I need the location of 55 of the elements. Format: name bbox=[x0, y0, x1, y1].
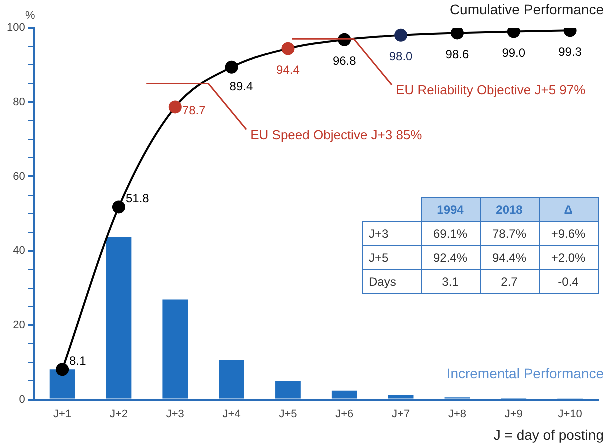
x-tick-label: J+4 bbox=[222, 408, 241, 420]
annotation: +2.0% bbox=[539, 246, 598, 270]
data-label: 89.4 bbox=[230, 80, 254, 94]
point bbox=[168, 100, 182, 114]
annotation: 94.4% bbox=[480, 246, 539, 270]
data-label: 99.0 bbox=[502, 46, 526, 60]
y-tick-label: 60 bbox=[13, 170, 26, 183]
x-tick-label: J+3 bbox=[166, 408, 184, 420]
x-tick-label: J+1 bbox=[54, 408, 72, 420]
point bbox=[507, 28, 520, 38]
x-axis-title: J = day of posting bbox=[494, 426, 604, 443]
y-tick-label: 100 bbox=[6, 22, 26, 34]
annotation: Days bbox=[362, 270, 421, 294]
point bbox=[56, 363, 70, 376]
y-axis-title: % bbox=[25, 10, 36, 22]
x-tick-label: J+9 bbox=[504, 408, 523, 420]
data-label: 99.3 bbox=[558, 44, 582, 59]
annotation: 92.4% bbox=[421, 246, 480, 270]
data-label: 78.7 bbox=[182, 104, 206, 118]
annotation: J+5 bbox=[362, 246, 421, 270]
point bbox=[394, 28, 408, 42]
point bbox=[225, 60, 238, 74]
ref-line-label: EU Speed Objective J+3 85% bbox=[250, 127, 423, 142]
annotation: 1994 bbox=[421, 198, 480, 222]
y-tick-label: 40 bbox=[13, 245, 26, 258]
x-tick-label: J+7 bbox=[392, 408, 410, 420]
annotation: -0.4 bbox=[539, 270, 598, 294]
annotation: 2.7 bbox=[480, 270, 539, 294]
point bbox=[112, 200, 126, 214]
data-label: 94.4 bbox=[276, 63, 300, 78]
point bbox=[450, 28, 464, 40]
y-tick-label: 80 bbox=[13, 96, 26, 108]
annotation: +9.6% bbox=[539, 222, 598, 246]
annotation: 78.7% bbox=[480, 222, 539, 246]
data-label: 51.8 bbox=[126, 192, 150, 206]
x-tick-label: J+2 bbox=[110, 408, 128, 420]
x-tick-label: J+5 bbox=[279, 408, 298, 420]
data-label: 98.6 bbox=[446, 48, 470, 62]
data-label: 96.8 bbox=[332, 54, 357, 68]
data-label: 8.1 bbox=[70, 354, 87, 368]
annotation: 3.1 bbox=[421, 270, 480, 294]
x-tick-label: J+6 bbox=[336, 408, 354, 420]
x-tick-label: J+10 bbox=[558, 408, 582, 420]
data-label: 98.0 bbox=[389, 50, 414, 64]
y-tick-label: 20 bbox=[13, 319, 26, 332]
annotation: Δ bbox=[539, 198, 598, 222]
ref-line-label: EU Reliability Objective J+5 97% bbox=[396, 82, 586, 98]
series-label: Incremental Performance bbox=[446, 366, 604, 382]
annotation: J+3 bbox=[362, 222, 421, 246]
annotation: 2018 bbox=[480, 198, 539, 222]
y-tick-label: 0 bbox=[19, 394, 26, 406]
x-tick-label: J+8 bbox=[448, 408, 466, 420]
series-label: Cumulative Performance bbox=[450, 1, 604, 18]
point bbox=[282, 42, 295, 56]
annotation: 69.1% bbox=[421, 222, 480, 246]
